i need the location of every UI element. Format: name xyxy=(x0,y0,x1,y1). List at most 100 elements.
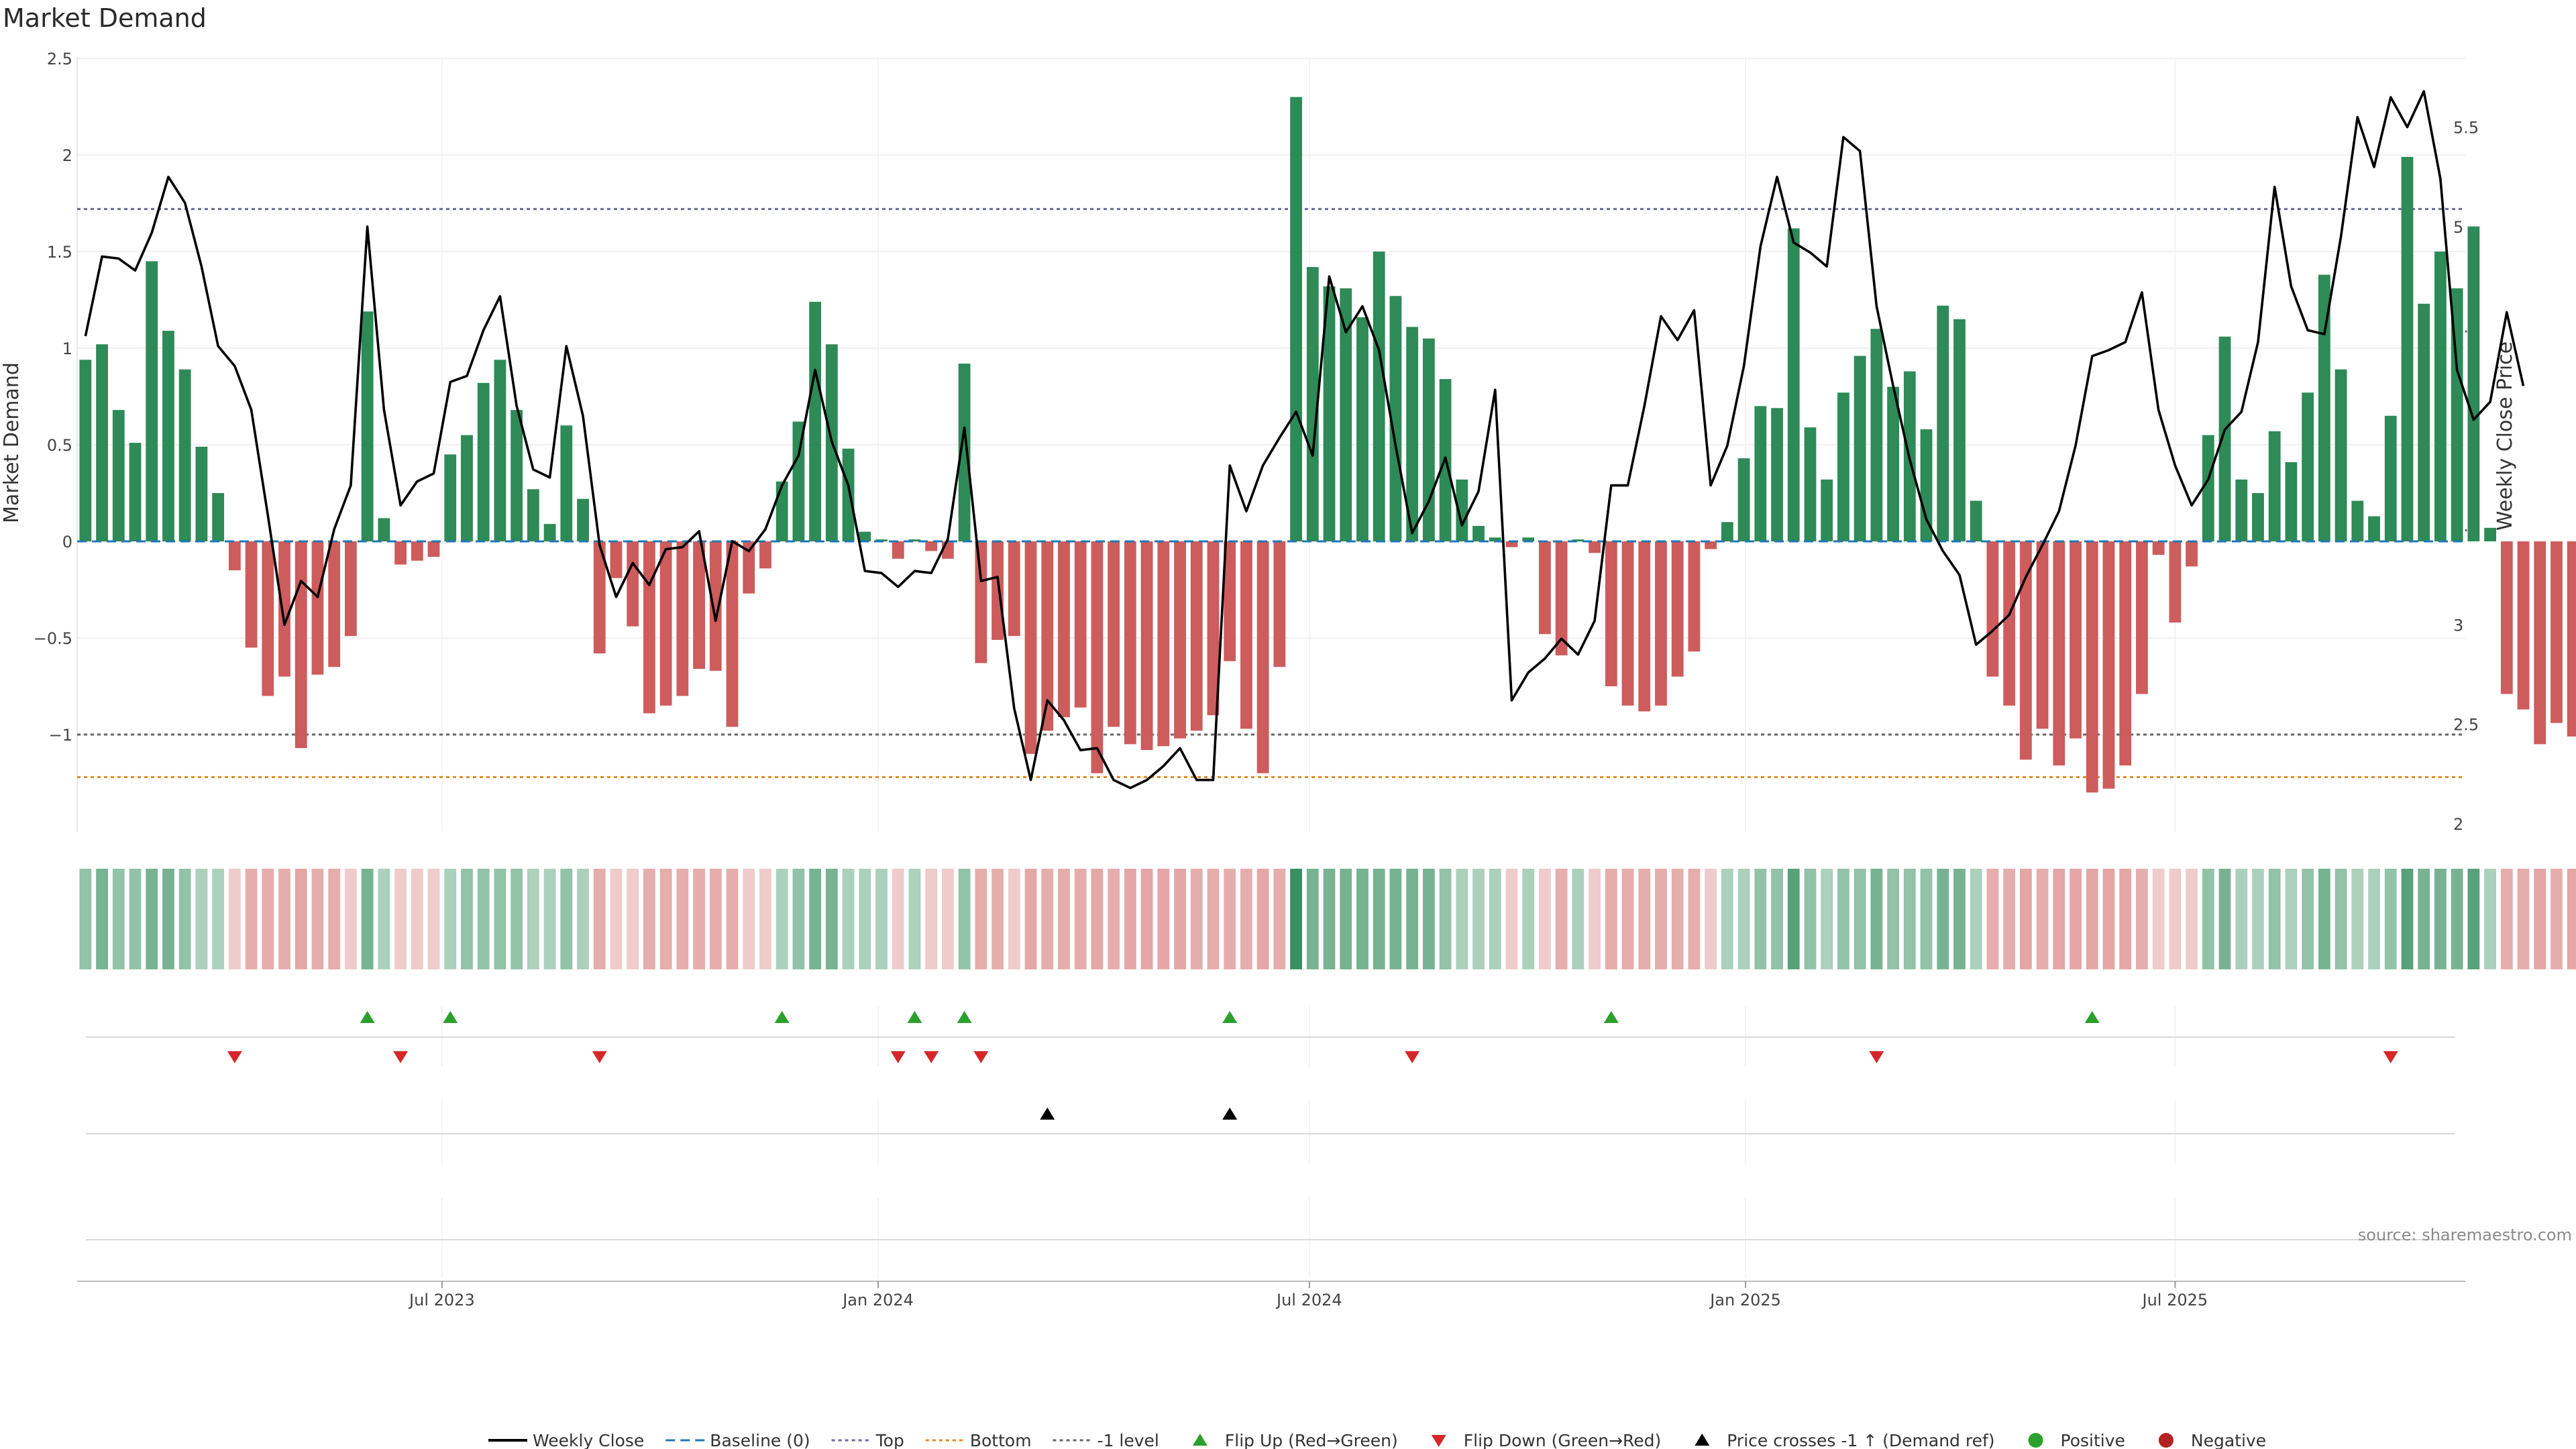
heat-cell xyxy=(958,869,971,969)
demand-bar xyxy=(2086,541,2098,793)
demand-bar xyxy=(2334,369,2347,541)
heat-cell xyxy=(411,869,423,969)
demand-bar xyxy=(1555,541,1568,655)
heat-cell xyxy=(2500,869,2513,969)
demand-bar xyxy=(1854,356,1866,541)
heat-cell xyxy=(378,869,390,969)
heat-cell xyxy=(1041,869,1054,969)
heat-cell xyxy=(1887,869,1899,969)
heat-cell xyxy=(627,869,639,969)
y2-tick-label: 5 xyxy=(2453,218,2463,237)
heat-cell xyxy=(112,869,125,969)
demand-bar xyxy=(427,541,440,557)
demand-bar xyxy=(2235,479,2248,541)
demand-bar xyxy=(975,541,987,663)
heat-cell xyxy=(1389,869,1402,969)
y2-axis-title: Weekly Close Price xyxy=(2493,341,2517,531)
heat-cell xyxy=(1771,869,1783,969)
heat-cell xyxy=(825,869,838,969)
heat-cell xyxy=(1688,869,1701,969)
demand-bar xyxy=(411,541,423,561)
demand-bar xyxy=(693,541,705,669)
demand-bar xyxy=(2551,541,2563,723)
demand-bar xyxy=(892,541,904,559)
heat-cell xyxy=(1986,869,1999,969)
legend-swatch-triangle-up xyxy=(1192,1434,1208,1446)
heat-cell xyxy=(2086,869,2098,969)
heat-cell xyxy=(79,869,92,969)
demand-bar xyxy=(1140,541,1153,751)
demand-bar xyxy=(1389,296,1402,541)
heat-cell xyxy=(2102,869,2115,969)
legend-item: Flip Down (Green→Red) xyxy=(1431,1431,1661,1449)
flip-up-marker xyxy=(957,1011,972,1023)
heat-cell xyxy=(262,869,274,969)
demand-bar xyxy=(908,539,921,541)
demand-bar xyxy=(146,261,158,541)
heat-cell xyxy=(1290,869,1302,969)
flip-down-marker xyxy=(973,1051,989,1063)
demand-bar xyxy=(2102,541,2115,789)
heat-cell xyxy=(1638,869,1651,969)
heat-cell xyxy=(1572,869,1585,969)
heat-cell xyxy=(228,869,241,969)
demand-bar xyxy=(1472,525,1485,541)
x-tick-label: Jan 2024 xyxy=(841,1291,914,1309)
heat-cell xyxy=(2268,869,2281,969)
demand-bar xyxy=(2318,274,2330,541)
heat-cell xyxy=(560,869,573,969)
heat-cell xyxy=(1489,869,1501,969)
heat-cell xyxy=(792,869,805,969)
heat-cell xyxy=(2467,869,2480,969)
heat-cell xyxy=(2070,869,2082,969)
demand-bar xyxy=(1091,541,1104,773)
heat-cell xyxy=(1870,869,1883,969)
heat-cell xyxy=(775,869,788,969)
heat-cell xyxy=(2551,869,2563,969)
heat-cell xyxy=(726,869,739,969)
heat-cell xyxy=(212,869,225,969)
demand-bar xyxy=(577,498,589,541)
heat-cell xyxy=(610,869,623,969)
demand-bar xyxy=(1589,541,1601,553)
heat-cell xyxy=(2534,869,2546,969)
legend-label: Negative xyxy=(2191,1431,2266,1449)
heat-cell xyxy=(1091,869,1104,969)
legend-item: Price crosses -1 ↑ (Demand ref) xyxy=(1695,1431,1995,1449)
y2-tick-label: 2 xyxy=(2453,815,2463,834)
demand-bar xyxy=(2019,541,2032,760)
demand-bar xyxy=(1804,427,1817,541)
heat-cell xyxy=(1256,869,1269,969)
demand-bar xyxy=(1821,479,1833,541)
heat-cell xyxy=(2218,869,2231,969)
heat-cell xyxy=(1804,869,1817,969)
demand-bar xyxy=(361,311,374,541)
heat-cell xyxy=(1821,869,1833,969)
demand-bar xyxy=(1638,541,1651,712)
heat-cell xyxy=(1671,869,1684,969)
heat-cell xyxy=(1058,869,1070,969)
flip-up-marker xyxy=(443,1011,458,1023)
demand-bar xyxy=(1489,537,1501,541)
heat-cell xyxy=(1008,869,1020,969)
heat-cell xyxy=(129,869,142,969)
heat-cell xyxy=(991,869,1004,969)
heat-cell xyxy=(1323,869,1336,969)
flip-up-marker xyxy=(360,1011,375,1023)
demand-bar xyxy=(958,364,971,541)
heat-cell xyxy=(394,869,407,969)
heat-cell xyxy=(146,869,158,969)
demand-bar xyxy=(1008,541,1020,637)
legend-label: Baseline (0) xyxy=(710,1431,810,1449)
demand-bar xyxy=(925,541,938,551)
demand-bar xyxy=(1024,541,1037,754)
heat-cell xyxy=(2368,869,2380,969)
heat-cell xyxy=(709,869,722,969)
demand-bar xyxy=(1953,319,1966,541)
heat-cell xyxy=(1854,869,1866,969)
demand-bar xyxy=(2418,303,2430,541)
price-cross-marker xyxy=(1040,1108,1055,1120)
heat-cell xyxy=(643,869,655,969)
legend-label: Flip Up (Red→Green) xyxy=(1225,1431,1398,1449)
legend-swatch-triangle-up xyxy=(1695,1434,1710,1446)
